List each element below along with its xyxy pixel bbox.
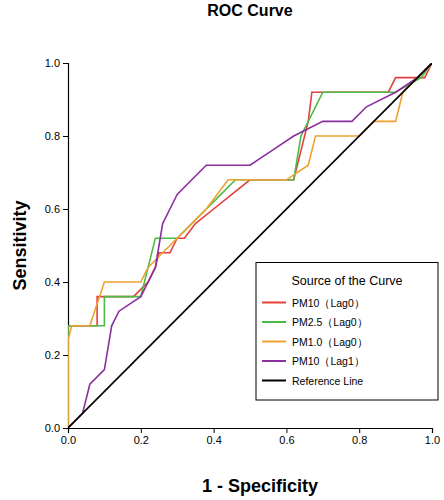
y-axis-tick-mark [63, 282, 68, 283]
x-axis-tick: 0.6 [279, 428, 294, 446]
legend-label: Reference Line [292, 375, 363, 387]
legend-label: PM10（Lag0） [292, 297, 365, 309]
x-axis-title: 1 - Specificity [202, 476, 318, 496]
y-axis: 0.0 0.2 0.4 0.6 0.8 1.0 [45, 57, 69, 434]
x-axis-tick-label: 1.0 [425, 434, 440, 446]
y-axis-tick-mark [63, 136, 68, 137]
legend-swatch [262, 360, 286, 362]
y-axis-tick: 0.6 [45, 203, 68, 215]
y-axis-tick: 1.0 [45, 57, 68, 69]
x-axis-tick-mark [214, 428, 215, 433]
title: ROC Curve [207, 2, 292, 19]
legend-swatch [262, 380, 286, 382]
x-axis-tick: 1.0 [425, 428, 440, 446]
y-axis-tick: 0.0 [45, 422, 68, 434]
x-axis-tick-mark [359, 428, 360, 433]
x-axis-tick-label: 0.2 [134, 434, 149, 446]
y-axis-tick-mark [63, 428, 68, 429]
legend-box [256, 263, 438, 401]
y-axis-tick: 0.4 [45, 276, 68, 288]
y-axis-tick-mark [63, 209, 68, 210]
x-axis-line [69, 429, 433, 434]
y-axis-tick-label: 0.2 [45, 349, 60, 361]
legend-label: PM1.0（Lag0） [292, 336, 368, 348]
chart: 0.0 0.2 0.4 0.6 0.8 1.0 0.0 0.2 0.4 0.6 0.8 1.0 ROC … [0, 0, 444, 500]
x-axis-tick-label: 0.0 [61, 434, 76, 446]
x-axis-tick-label: 0.8 [352, 434, 367, 446]
y-axis-tick-label: 0.8 [45, 130, 60, 142]
legend-swatch [262, 302, 286, 304]
legend-swatch [262, 321, 286, 323]
y-axis-tick-mark [63, 355, 68, 356]
y-axis-title: Sensitivity [10, 200, 30, 290]
legend-swatch [262, 341, 286, 343]
x-axis: 0.0 0.2 0.4 0.6 0.8 1.0 [61, 428, 440, 446]
x-axis-tick: 0.4 [206, 428, 221, 446]
legend-title: Source of the Curve [291, 274, 402, 288]
legend-label: PM2.5（Lag0） [292, 316, 368, 328]
y-axis-tick: 0.8 [45, 130, 68, 142]
x-axis-tick-label: 0.4 [206, 434, 221, 446]
y-axis-tick-label: 0.0 [45, 422, 60, 434]
x-axis-tick: 0.0 [61, 428, 76, 446]
x-axis-tick: 0.8 [352, 428, 367, 446]
legend-label: PM10（Lag1） [292, 355, 365, 367]
y-axis-tick-mark [63, 63, 68, 64]
x-axis-tick: 0.2 [134, 428, 149, 446]
y-axis-tick-label: 1.0 [45, 57, 60, 69]
x-axis-tick-mark [141, 428, 142, 433]
y-axis-tick: 0.2 [45, 349, 68, 361]
y-axis-tick-label: 0.4 [45, 276, 60, 288]
x-axis-tick-mark [286, 428, 287, 433]
y-axis-tick-label: 0.6 [45, 203, 60, 215]
x-axis-tick-label: 0.6 [279, 434, 294, 446]
x-axis-tick-mark [432, 428, 433, 433]
y-axis-line [63, 64, 69, 429]
legend: Source of the Curve PM10（Lag0） PM2.5（Lag0）… [256, 263, 438, 401]
